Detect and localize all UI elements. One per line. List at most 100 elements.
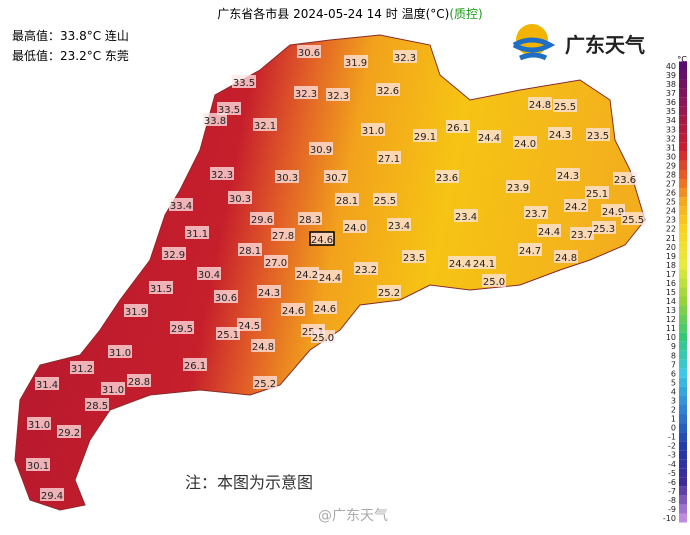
legend-cell — [679, 97, 687, 107]
station-box — [586, 128, 610, 141]
station-box — [343, 220, 367, 233]
legend-label: 9 — [671, 342, 676, 351]
legend-label: 8 — [671, 351, 676, 360]
station-box — [257, 285, 281, 298]
station-box — [537, 224, 561, 237]
legend-cell — [679, 486, 687, 496]
station-value: 24.6 — [314, 304, 336, 315]
legend-label: 6 — [671, 369, 676, 378]
legend-label: 16 — [666, 279, 676, 288]
station-value: 24.0 — [514, 139, 536, 150]
max: 最高值：33.8°C 连山 — [12, 28, 129, 43]
station-box — [232, 75, 256, 88]
legend-label: 18 — [666, 261, 676, 270]
station-box — [373, 193, 397, 206]
station-box — [413, 129, 437, 142]
legend-cell — [679, 79, 687, 89]
station-value: 31.9 — [345, 58, 367, 69]
legend-label: 34 — [666, 116, 676, 125]
station-value: 31.2 — [71, 364, 93, 375]
station-value: 24.6 — [282, 306, 304, 317]
legend-cell — [679, 323, 687, 333]
station-box — [238, 243, 262, 256]
station-value: 28.8 — [128, 377, 150, 388]
legend-cell — [679, 513, 687, 523]
station-value: 23.7 — [525, 209, 547, 220]
station-value: 25.5 — [374, 196, 396, 207]
station-box — [271, 228, 295, 241]
legend-cell — [679, 179, 687, 189]
station-box — [294, 86, 318, 99]
station-value: 24.1 — [473, 259, 495, 270]
station-box — [26, 458, 50, 471]
legend-label: 37 — [666, 89, 676, 98]
station-box — [482, 274, 506, 287]
station-value: 28.3 — [299, 215, 321, 226]
station-value: 31.0 — [109, 348, 131, 359]
station-value: 33.8 — [204, 116, 226, 127]
station-box — [27, 417, 51, 430]
station-box — [585, 186, 609, 199]
legend-label: -7 — [668, 487, 676, 496]
station-box — [361, 123, 385, 136]
legend-cell — [679, 169, 687, 179]
legend-cell — [679, 251, 687, 261]
legend-cell — [679, 260, 687, 270]
station-value: 25.1 — [586, 189, 608, 200]
legend-label: -2 — [668, 442, 676, 451]
legend-cell — [679, 477, 687, 487]
legend-label: 14 — [666, 297, 676, 306]
station-value: 25.5 — [622, 215, 644, 226]
legend-label: 27 — [666, 180, 676, 189]
station-box — [553, 99, 577, 112]
station-box — [472, 256, 496, 269]
legend-label: 35 — [666, 107, 676, 116]
station-value: 24.0 — [344, 223, 366, 234]
legend-label: 11 — [666, 324, 676, 333]
station-box — [613, 172, 637, 185]
legend-label: 23 — [666, 216, 676, 225]
legend-label: 40 — [666, 62, 676, 71]
station-value: 28.5 — [86, 401, 108, 412]
station-box — [297, 45, 321, 58]
legend-label: -4 — [668, 460, 676, 469]
legend-cell — [679, 215, 687, 225]
legend-cell — [679, 287, 687, 297]
station-value: 33.5 — [218, 105, 240, 116]
station-box — [377, 285, 401, 298]
station-box — [298, 212, 322, 225]
station-box — [318, 270, 342, 283]
station-value: 32.9 — [163, 250, 185, 261]
station-box — [264, 255, 288, 268]
qc: (质控) — [449, 7, 482, 21]
note: 注：本图为示意图 — [185, 473, 313, 492]
legend-cell — [679, 504, 687, 514]
legend-cell — [679, 242, 687, 252]
legend-label: 39 — [666, 71, 676, 80]
station-value: 23.5 — [587, 131, 609, 142]
legend-label: 30 — [666, 152, 676, 161]
station-value: 31.1 — [186, 229, 208, 240]
legend-cell — [679, 405, 687, 415]
legend-label: 38 — [666, 80, 676, 89]
station-box — [35, 377, 59, 390]
station-box — [217, 102, 241, 115]
station-box — [335, 193, 359, 206]
legend-label: 17 — [666, 270, 676, 279]
title-text: 广东省各市县 2024-05-24 14 时 温度(°C) — [217, 6, 449, 21]
station-box — [149, 281, 173, 294]
station-box — [295, 267, 319, 280]
legend-cell — [679, 414, 687, 424]
station-value: 29.4 — [41, 491, 63, 502]
station-value: 30.3 — [229, 194, 251, 205]
station-box — [251, 339, 275, 352]
station-box — [127, 374, 151, 387]
station-value: 30.4 — [198, 270, 220, 281]
station-value: 23.6 — [436, 173, 458, 184]
station-value: 26.1 — [447, 123, 469, 134]
station-box — [162, 247, 186, 260]
station-value: 24.6 — [311, 235, 333, 246]
station-box — [85, 398, 109, 411]
legend-label: 12 — [666, 315, 676, 324]
